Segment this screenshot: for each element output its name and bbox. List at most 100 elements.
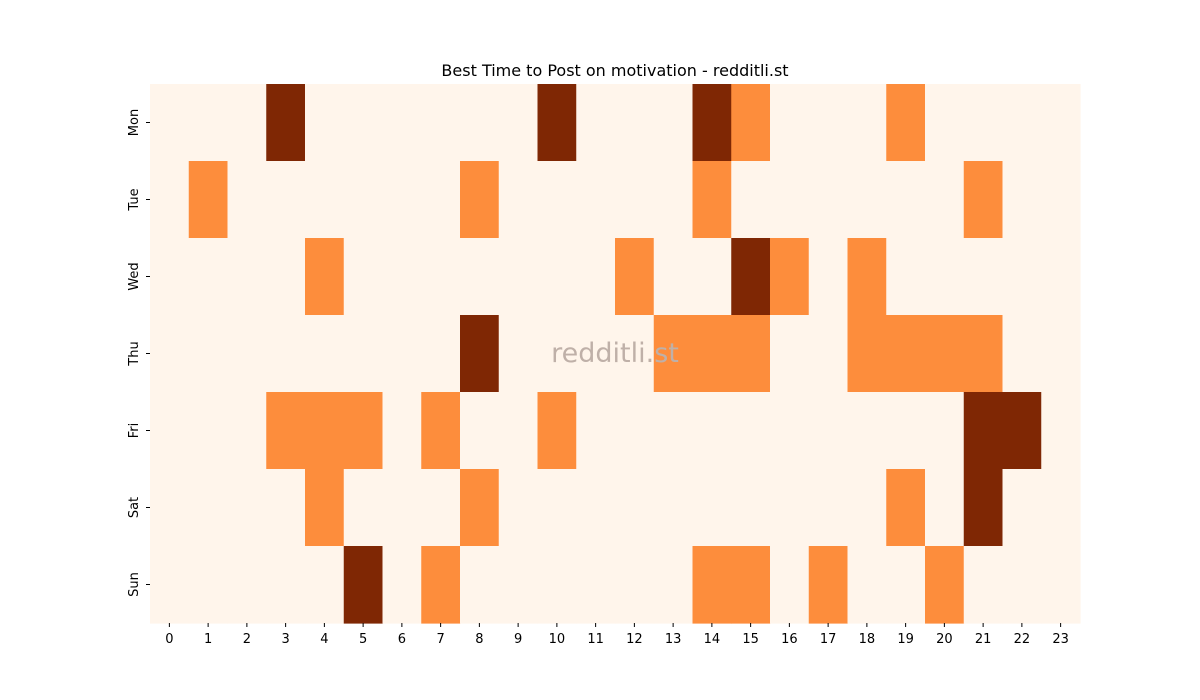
heatmap-cell-mon-4 <box>305 84 345 162</box>
heatmap-cell-sat-19 <box>886 469 926 547</box>
heatmap-cell-thu-16 <box>770 315 810 393</box>
heatmap-cell-wed-9 <box>498 238 539 316</box>
heatmap-cell-thu-9 <box>498 315 539 393</box>
y-tick-label: Sat <box>127 497 142 518</box>
heatmap-cell-sat-4 <box>305 469 345 547</box>
heatmap-cell-mon-6 <box>382 84 422 162</box>
heatmap-cell-sun-22 <box>1002 546 1042 624</box>
heatmap-cell-sat-21 <box>963 469 1004 547</box>
heatmap-cell-wed-2 <box>227 238 267 316</box>
heatmap-cell-sat-22 <box>1002 469 1042 547</box>
heatmap-cell-fri-20 <box>925 392 965 470</box>
heatmap-cell-wed-12 <box>615 238 655 316</box>
heatmap-cell-sat-12 <box>615 469 655 547</box>
heatmap-cell-sat-20 <box>925 469 965 547</box>
heatmap-cell-sun-4 <box>305 546 345 624</box>
y-tick-label: Mon <box>127 109 142 136</box>
x-tick-label: 14 <box>704 632 721 647</box>
heatmap-cell-tue-11 <box>576 161 616 239</box>
heatmap-cell-thu-21 <box>963 315 1004 393</box>
heatmap-cell-fri-0 <box>150 392 190 470</box>
heatmap-cell-mon-20 <box>925 84 965 162</box>
heatmap-cell-fri-21 <box>963 392 1004 470</box>
heatmap-cell-sat-17 <box>808 469 849 547</box>
x-tick-label: 15 <box>742 632 759 647</box>
heatmap-cell-wed-1 <box>188 238 229 316</box>
heatmap-cell-thu-3 <box>266 315 306 393</box>
heatmap-cell-mon-13 <box>653 84 694 162</box>
heatmap-cell-thu-17 <box>808 315 849 393</box>
heatmap-cell-wed-21 <box>963 238 1004 316</box>
x-tick-label: 9 <box>514 632 522 647</box>
heatmap-cell-fri-8 <box>460 392 500 470</box>
heatmap-cell-thu-13 <box>653 315 694 393</box>
heatmap-cell-fri-17 <box>808 392 849 470</box>
heatmap-cell-sat-18 <box>847 469 887 547</box>
heatmap-cell-fri-23 <box>1041 392 1081 470</box>
heatmap-cell-sat-23 <box>1041 469 1081 547</box>
heatmap-cell-sat-10 <box>537 469 577 547</box>
heatmap-cell-wed-23 <box>1041 238 1081 316</box>
heatmap-cell-mon-23 <box>1041 84 1081 162</box>
heatmap-cell-fri-6 <box>382 392 422 470</box>
heatmap-cell-sun-15 <box>731 546 771 624</box>
heatmap-cell-thu-5 <box>343 315 384 393</box>
heatmap-cell-tue-2 <box>227 161 267 239</box>
heatmap-cell-tue-9 <box>498 161 539 239</box>
heatmap-cell-fri-5 <box>343 392 384 470</box>
heatmap-cell-fri-7 <box>421 392 461 470</box>
heatmap-cell-mon-1 <box>188 84 229 162</box>
heatmap-cell-tue-15 <box>731 161 771 239</box>
heatmap-cell-mon-15 <box>731 84 771 162</box>
x-tick-label: 22 <box>1014 632 1031 647</box>
heatmap-cell-thu-14 <box>692 315 732 393</box>
heatmap-cell-fri-16 <box>770 392 810 470</box>
heatmap-cell-wed-14 <box>692 238 732 316</box>
heatmap-cell-wed-5 <box>343 238 384 316</box>
heatmap-cell-sun-6 <box>382 546 422 624</box>
heatmap-cell-wed-17 <box>808 238 849 316</box>
heatmap-cell-tue-19 <box>886 161 926 239</box>
heatmap-cell-fri-11 <box>576 392 616 470</box>
heatmap-cell-sun-7 <box>421 546 461 624</box>
heatmap-cell-sun-18 <box>847 546 887 624</box>
x-tick-label: 12 <box>626 632 643 647</box>
heatmap-cell-fri-3 <box>266 392 306 470</box>
heatmap-cell-fri-2 <box>227 392 267 470</box>
chart-title: Best Time to Post on motivation - reddit… <box>441 61 788 80</box>
heatmap-cell-wed-7 <box>421 238 461 316</box>
heatmap-cell-sun-16 <box>770 546 810 624</box>
heatmap-cell-mon-8 <box>460 84 500 162</box>
heatmap-cell-wed-10 <box>537 238 577 316</box>
heatmap-cell-mon-22 <box>1002 84 1042 162</box>
heatmap-cell-sun-1 <box>188 546 229 624</box>
heatmap-cell-fri-18 <box>847 392 887 470</box>
heatmap-cell-thu-7 <box>421 315 461 393</box>
heatmap-cell-tue-4 <box>305 161 345 239</box>
heatmap-cell-sun-8 <box>460 546 500 624</box>
x-tick-label: 4 <box>320 632 328 647</box>
heatmap-cell-tue-0 <box>150 161 190 239</box>
heatmap-cell-fri-22 <box>1002 392 1042 470</box>
heatmap-cell-mon-0 <box>150 84 190 162</box>
heatmap-cell-thu-4 <box>305 315 345 393</box>
heatmap-cell-tue-18 <box>847 161 887 239</box>
heatmap-cell-sat-11 <box>576 469 616 547</box>
heatmap-cell-sat-9 <box>498 469 539 547</box>
heatmap-cell-sun-14 <box>692 546 732 624</box>
heatmap-cell-wed-11 <box>576 238 616 316</box>
heatmap-cell-fri-19 <box>886 392 926 470</box>
heatmap-cell-thu-12 <box>615 315 655 393</box>
heatmap-cell-tue-13 <box>653 161 694 239</box>
heatmap-cell-sat-2 <box>227 469 267 547</box>
heatmap-cell-fri-10 <box>537 392 577 470</box>
heatmap-cell-wed-6 <box>382 238 422 316</box>
y-tick-label: Wed <box>127 262 142 290</box>
heatmap-cell-wed-18 <box>847 238 887 316</box>
x-tick-label: 23 <box>1052 632 1069 647</box>
heatmap-cell-sat-3 <box>266 469 306 547</box>
heatmap-cell-tue-17 <box>808 161 849 239</box>
heatmap-cell-thu-6 <box>382 315 422 393</box>
heatmap-cell-wed-0 <box>150 238 190 316</box>
